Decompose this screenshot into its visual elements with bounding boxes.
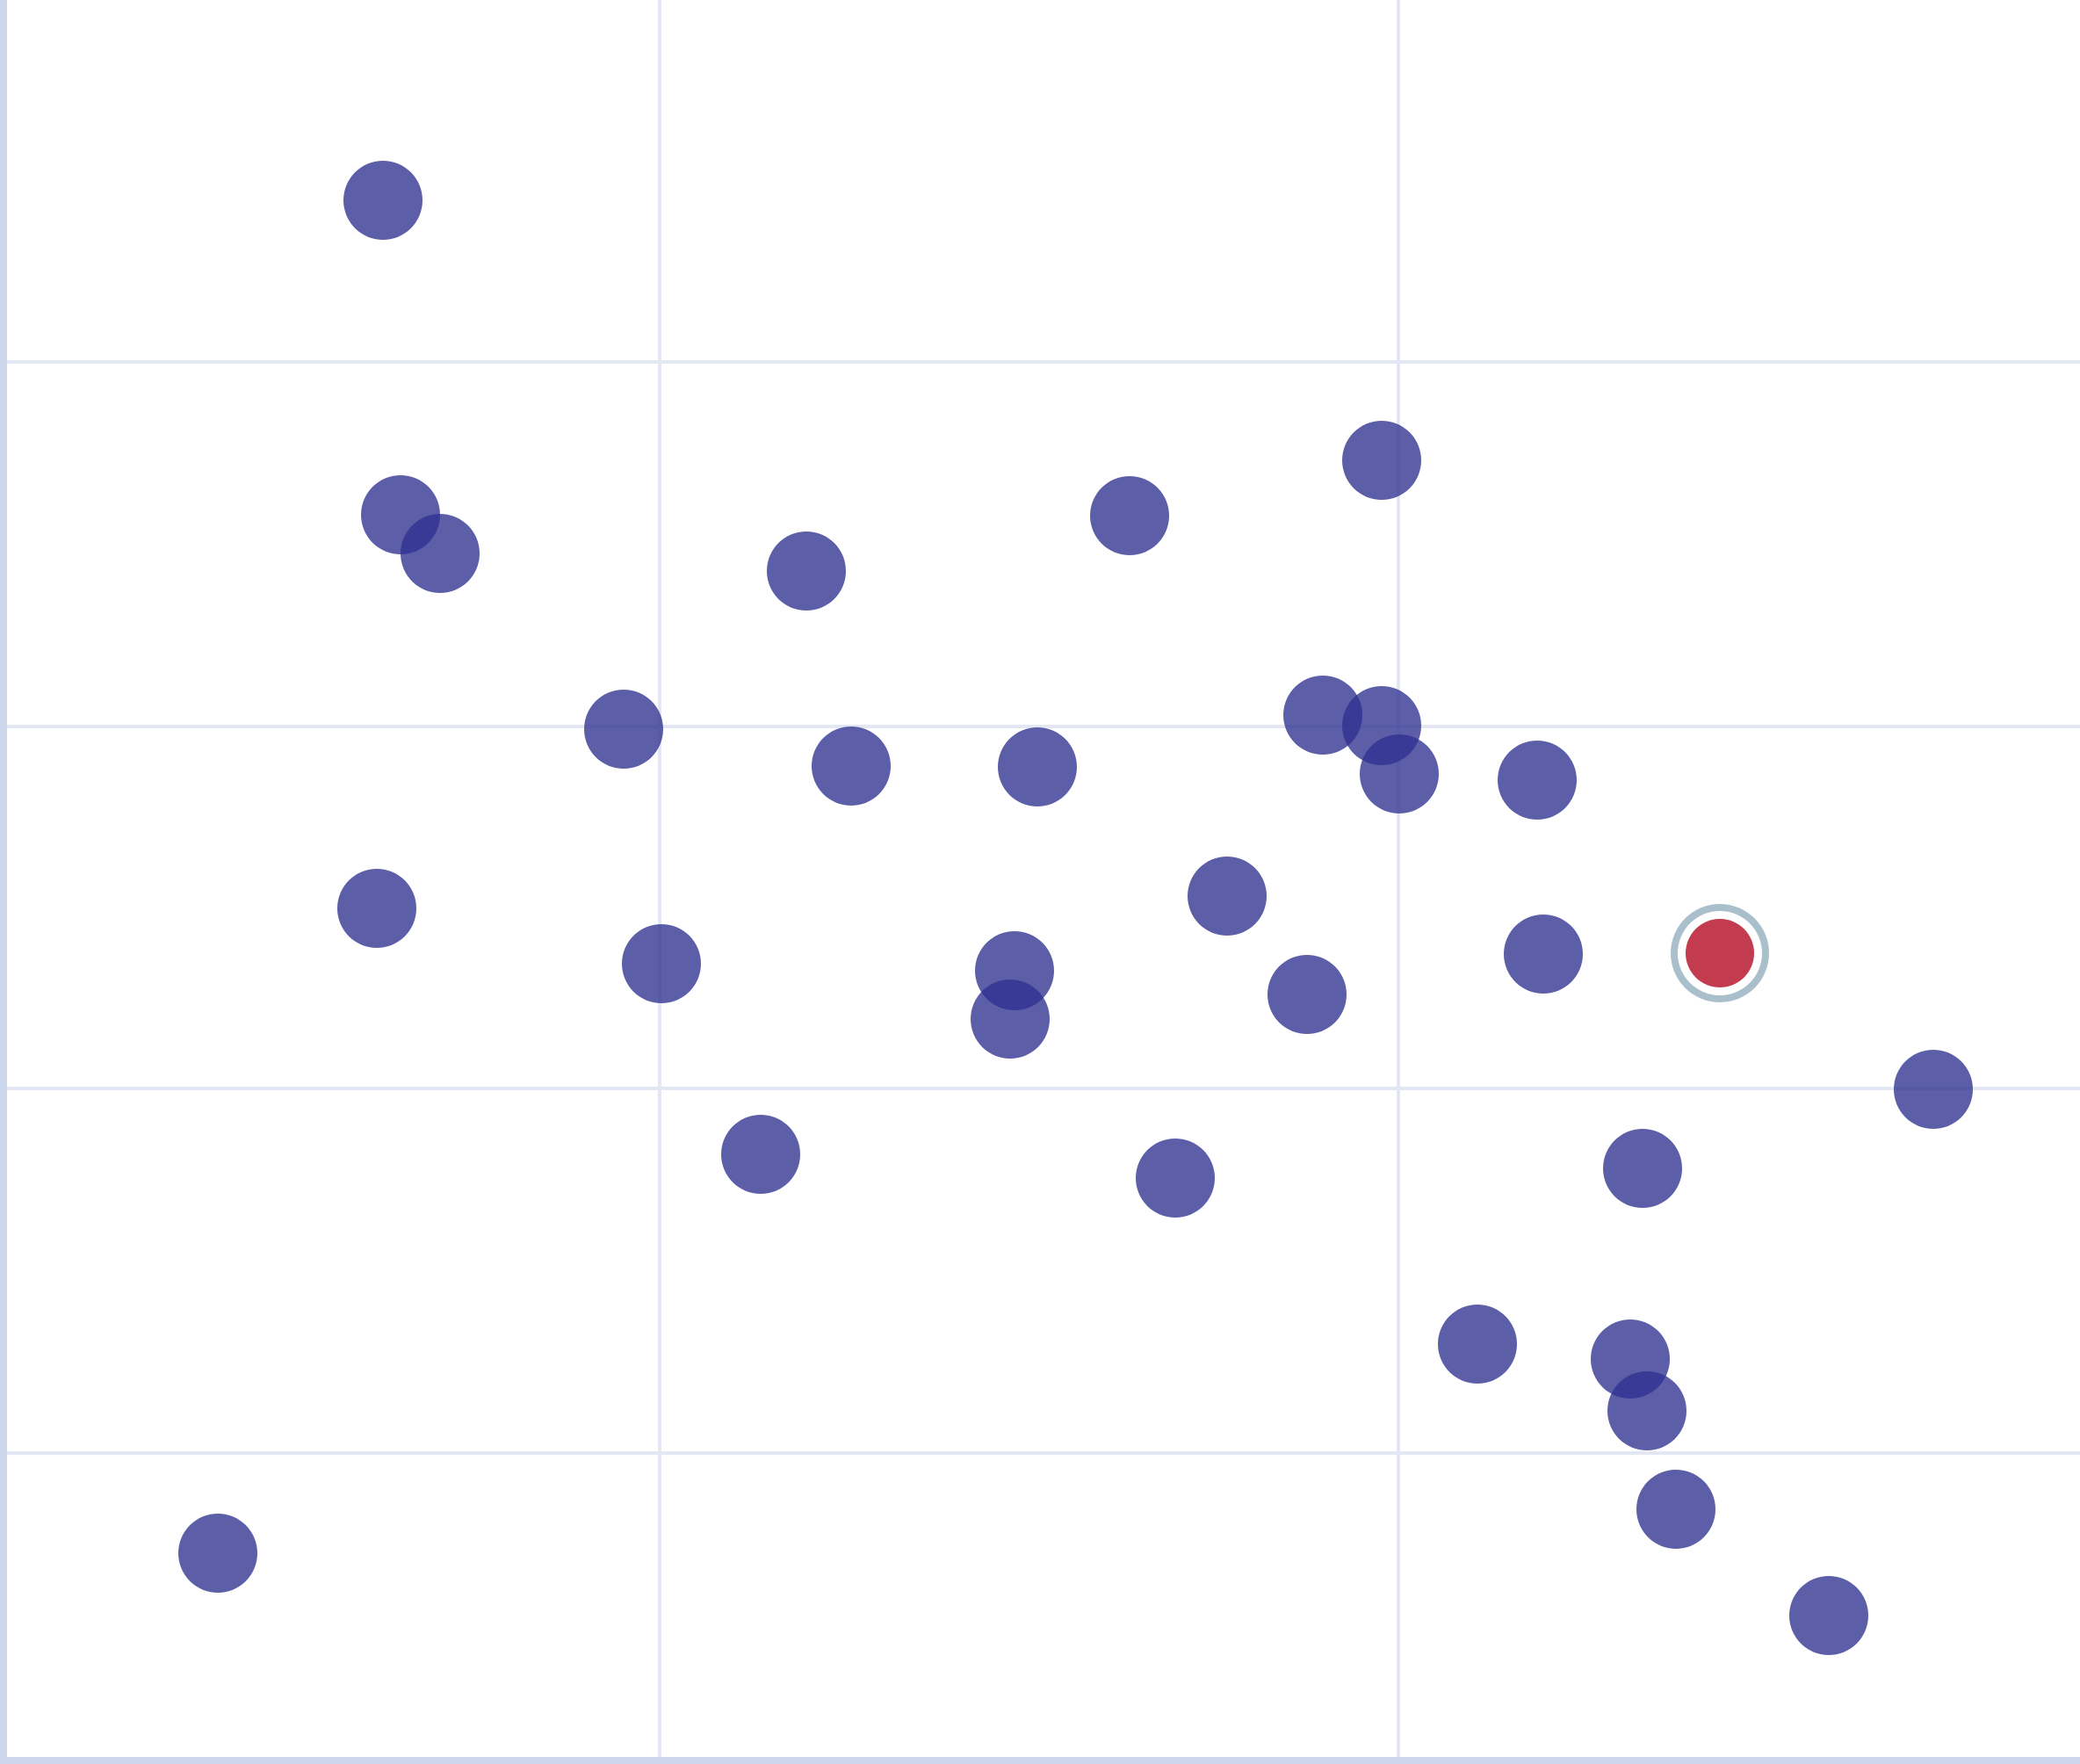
- data-point[interactable]: [1504, 915, 1583, 994]
- highlighted-point-group: [1671, 904, 1769, 1002]
- data-point[interactable]: [812, 727, 891, 806]
- data-point[interactable]: [1342, 421, 1421, 500]
- y-axis-line: [0, 0, 7, 1764]
- data-point[interactable]: [401, 514, 480, 593]
- data-point[interactable]: [178, 1514, 257, 1593]
- data-point[interactable]: [584, 690, 663, 769]
- highlighted-data-point[interactable]: [1686, 919, 1754, 987]
- data-point[interactable]: [1603, 1129, 1682, 1208]
- data-point[interactable]: [1360, 734, 1439, 813]
- data-point[interactable]: [1283, 676, 1362, 755]
- data-point[interactable]: [1090, 476, 1169, 555]
- data-point[interactable]: [1498, 741, 1577, 820]
- data-point[interactable]: [1894, 1050, 1973, 1129]
- x-axis-line: [0, 1757, 2080, 1764]
- data-point[interactable]: [971, 980, 1050, 1059]
- data-point[interactable]: [767, 531, 846, 611]
- data-point[interactable]: [1789, 1576, 1868, 1655]
- data-points: [178, 161, 1973, 1655]
- data-point[interactable]: [1607, 1371, 1686, 1450]
- data-point[interactable]: [1136, 1139, 1215, 1218]
- data-point[interactable]: [337, 869, 416, 948]
- data-point[interactable]: [1268, 955, 1347, 1034]
- data-point[interactable]: [1636, 1470, 1715, 1549]
- data-point[interactable]: [1438, 1305, 1517, 1384]
- data-point[interactable]: [721, 1115, 800, 1194]
- data-point[interactable]: [343, 161, 422, 240]
- data-point[interactable]: [622, 924, 701, 1003]
- data-point[interactable]: [1188, 857, 1267, 936]
- data-point[interactable]: [998, 727, 1077, 806]
